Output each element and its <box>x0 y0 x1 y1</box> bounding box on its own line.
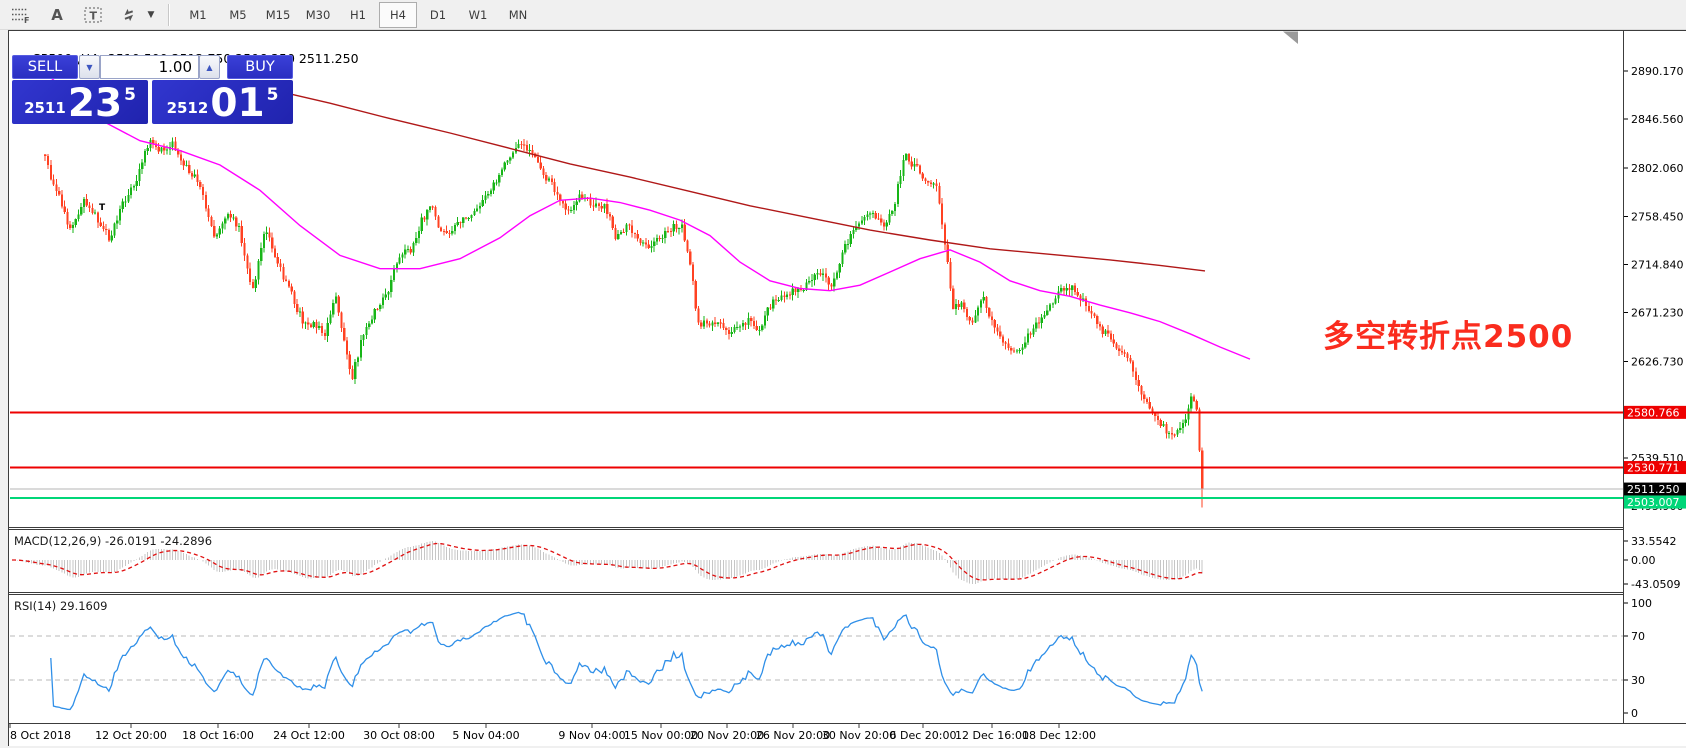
timeframe-button-H4[interactable]: H4 <box>379 1 417 28</box>
macd-tick-label: -43.0509 <box>1631 578 1680 591</box>
time-axis: 8 Oct 2018 12 Oct 20:00 18 Oct 16:00 24 Oct… <box>9 723 1096 742</box>
time-tick-label: 30 Nov 20:00 <box>822 729 896 742</box>
text-label-tool-icon[interactable]: T <box>78 3 108 27</box>
ma-slow-line[interactable] <box>267 88 1206 272</box>
rsi-indicator-label: RSI(14) 29.1609 <box>14 599 108 613</box>
rsi-tick-label: 30 <box>1631 674 1645 687</box>
macd-histogram <box>14 541 1203 585</box>
timeframe-button-M30[interactable]: M30 <box>305 7 331 22</box>
ask-price-sup: 5 <box>266 85 279 105</box>
rsi-tick-label: 100 <box>1631 597 1652 610</box>
time-tick-label: 8 Oct 2018 <box>10 729 71 742</box>
time-tick-label: 12 Dec 16:00 <box>955 729 1029 742</box>
buy-button[interactable]: BUY <box>227 55 293 79</box>
timeframe-button-W1[interactable]: W1 <box>468 7 488 22</box>
timeframe-button-D1[interactable]: D1 <box>429 7 447 22</box>
bid-price-sup: 5 <box>124 85 136 105</box>
macd-indicator-label: MACD(12,26,9) -26.0191 -24.2896 <box>14 534 213 548</box>
price-tick-label: 2626.730 <box>1631 356 1684 369</box>
time-tick-label: 20 Nov 20:00 <box>690 729 764 742</box>
rsi-line <box>50 611 1203 711</box>
bid-price-prefix: 2511 <box>24 99 66 117</box>
price-level-badge-text: 2580.766 <box>1627 406 1680 419</box>
time-tick-label: 6 Dec 20:00 <box>890 729 957 742</box>
one-click-trade-panel: SELL ▼ ▲ BUY 2511 23 5 2512 01 5 <box>12 53 293 124</box>
price-level-badge <box>1624 405 1686 419</box>
time-tick-label: 12 Oct 20:00 <box>95 729 167 742</box>
time-tick-label: 18 Dec 12:00 <box>1022 729 1096 742</box>
chart-window-background <box>8 30 1686 746</box>
price-level-badge-text: 2511.250 <box>1627 483 1680 496</box>
text-tool-icon[interactable]: A <box>51 5 63 24</box>
price-tick-label: 2714.840 <box>1631 258 1684 271</box>
macd-tick-label: 0.00 <box>1631 554 1656 567</box>
price-level-lines <box>10 411 1623 500</box>
rsi-tick-label: 0 <box>1631 707 1638 720</box>
time-tick-label: 24 Oct 12:00 <box>273 729 345 742</box>
price-tick-label: 2846.560 <box>1631 113 1684 126</box>
price-tick-label: 2758.450 <box>1631 210 1684 223</box>
timeframe-button-group: M1 M5 M15 M30 H1 H4 D1 W1 MN <box>178 1 538 28</box>
volume-input[interactable] <box>100 55 199 79</box>
ma-fast-line[interactable] <box>29 59 1251 360</box>
timeframe-button-M1[interactable]: M1 <box>189 7 207 22</box>
price-level-badge <box>1624 482 1686 496</box>
macd-tick-label: 33.5542 <box>1631 535 1677 548</box>
timeframe-button-MN[interactable]: MN <box>508 7 528 22</box>
time-tick-label: 30 Oct 08:00 <box>363 729 435 742</box>
sell-button[interactable]: SELL <box>12 55 78 79</box>
timeframe-button-M15[interactable]: M15 <box>265 7 291 22</box>
time-tick-label: 15 Nov 00:00 <box>624 729 698 742</box>
time-tick-label: 9 Nov 04:00 <box>558 729 625 742</box>
timeframe-button-M5[interactable]: M5 <box>229 7 247 22</box>
ask-quote-button[interactable]: 2512 01 5 <box>152 80 293 124</box>
volume-decrease-button[interactable]: ▼ <box>79 55 100 79</box>
text-object-marker[interactable]: T <box>99 203 106 213</box>
bid-quote-button[interactable]: 2511 23 5 <box>12 80 148 124</box>
toolbar-separator <box>168 3 170 26</box>
arrows-tool-icon[interactable] <box>114 3 144 27</box>
price-tick-label: 2802.060 <box>1631 162 1684 175</box>
arrows-dropdown-caret-icon[interactable]: ▼ <box>147 9 155 20</box>
svg-text:F: F <box>24 16 29 23</box>
window-borders <box>8 30 1686 746</box>
price-level-badge <box>1624 461 1686 475</box>
toolbar: F A T ▼ M1 M5 M15 M30 H1 H4 D1 W1 MN <box>0 0 1686 30</box>
bid-price-big: 23 <box>67 80 123 126</box>
price-level-badge-text: 2503.007 <box>1627 496 1680 509</box>
price-tick-label: 2671.230 <box>1631 307 1684 320</box>
price-level-badge <box>1624 495 1686 509</box>
timeframe-button-H1[interactable]: H1 <box>350 7 366 22</box>
rsi-tick-label: 70 <box>1631 630 1645 643</box>
chinese-annotation: 多空转折点2500 <box>1323 319 1574 355</box>
candlesticks <box>44 137 1204 508</box>
time-tick-label: 18 Oct 16:00 <box>182 729 254 742</box>
price-tick-label: 2890.170 <box>1631 65 1684 78</box>
volume-increase-button[interactable]: ▲ <box>199 55 220 79</box>
price-level-badge-text: 2530.771 <box>1627 462 1680 475</box>
chart-shift-marker-icon[interactable] <box>1283 31 1298 45</box>
ask-price-big: 01 <box>210 80 265 126</box>
price-axis: 2890.170 2846.560 2802.060 2758.450 2714.840… <box>1623 65 1686 720</box>
moving-averages <box>29 59 1251 360</box>
time-tick-label: 5 Nov 04:00 <box>452 729 519 742</box>
time-tick-label: 26 Nov 20:00 <box>756 729 830 742</box>
fibonacci-tool-icon[interactable]: F <box>6 3 36 27</box>
svg-text:T: T <box>90 9 98 22</box>
macd-signal-line <box>12 542 1203 581</box>
ask-price-prefix: 2512 <box>166 99 209 117</box>
